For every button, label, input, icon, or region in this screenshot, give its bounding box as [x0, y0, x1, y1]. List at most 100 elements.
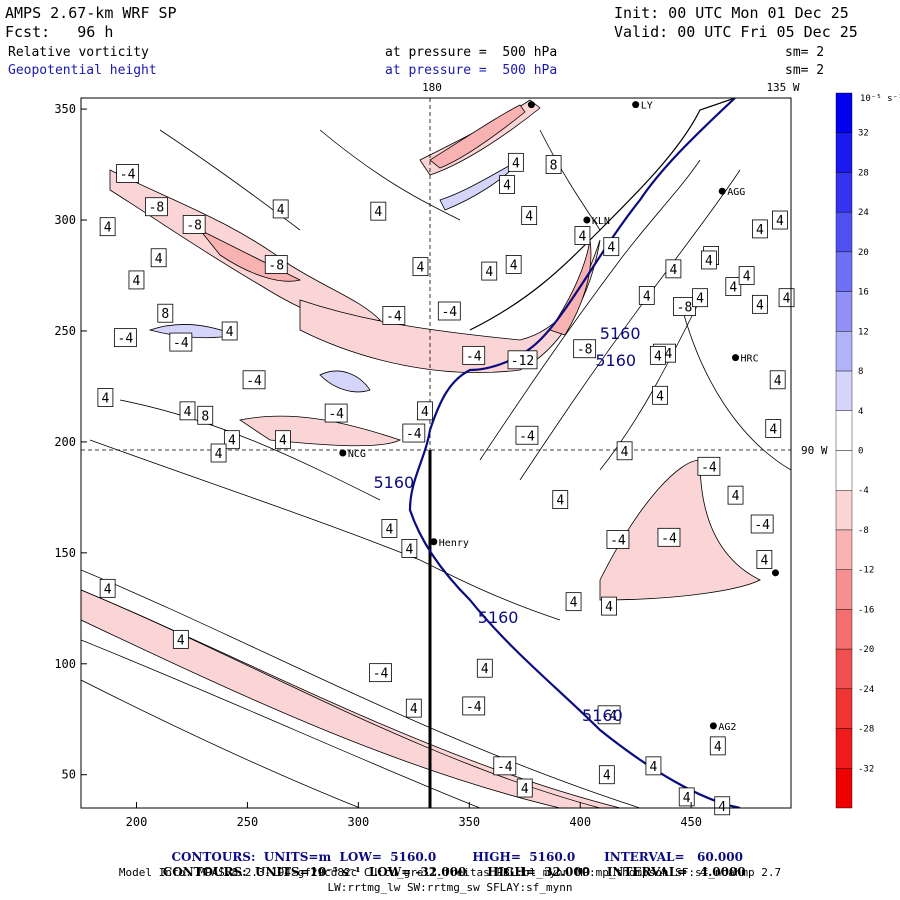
y-tick-label: 150 — [54, 546, 76, 560]
svg-text:-4: -4 — [754, 518, 770, 533]
vorticity-label: 4 — [601, 596, 617, 616]
vorticity-label: 4 — [499, 175, 515, 194]
vorticity-label: -4 — [462, 345, 486, 365]
height-label: 5160 — [595, 351, 636, 370]
svg-text:4: 4 — [101, 392, 109, 407]
vorticity-label: 4 — [210, 443, 227, 463]
vorticity-label: -4 — [116, 164, 139, 183]
forecast-hour: Fcst: 96 h — [5, 23, 114, 41]
svg-text:4: 4 — [277, 203, 285, 218]
station-label: NCG — [348, 449, 366, 460]
vorticity-label: 4 — [778, 288, 795, 308]
svg-text:4: 4 — [104, 221, 112, 236]
x-tick-label: 250 — [237, 815, 259, 829]
footer-radiation-info: LW:rrtmg_lw SW:rrtmg_sw SFLAY:sf_mynn — [327, 881, 573, 894]
svg-text:4: 4 — [421, 405, 429, 420]
footer-vort-high: HIGH= 32.000 — [487, 865, 591, 879]
colorbar-swatch — [835, 132, 853, 173]
svg-text:4: 4 — [696, 292, 704, 307]
lon-180-label: 180 — [422, 81, 442, 94]
height-label: 5160 — [478, 608, 519, 627]
model-title: AMPS 2.67-km WRF SP — [5, 4, 177, 22]
svg-text:4: 4 — [579, 230, 587, 245]
colorbar-tick-label: 32 — [858, 129, 869, 139]
footer-model-info: Model Info: MPASv8.2.3-194-gf29cd82c CU:… — [118, 866, 782, 879]
vorticity-label: -4 — [382, 306, 406, 325]
lon-135w-label: 135 W — [766, 81, 799, 94]
y-tick-label: 300 — [54, 213, 76, 227]
svg-text:-4: -4 — [120, 167, 136, 182]
svg-text:4: 4 — [705, 254, 713, 269]
vorticity-label: -12 — [507, 350, 538, 370]
vorticity-label: 4 — [765, 419, 782, 438]
svg-text:4: 4 — [729, 281, 737, 296]
svg-text:4: 4 — [783, 292, 791, 307]
vorticity-label: 4 — [172, 629, 189, 649]
colorbar-swatch — [835, 450, 853, 491]
field1-name: Relative vorticity — [8, 45, 149, 60]
vorticity-label: 4 — [649, 345, 666, 365]
vorticity-label: 4 — [678, 787, 695, 807]
height-label: 5160 — [582, 706, 623, 725]
svg-text:4: 4 — [683, 791, 691, 806]
svg-text:-8: -8 — [268, 258, 284, 273]
vorticity-label: 4 — [412, 257, 429, 277]
vorticity-label: 4 — [701, 250, 717, 270]
vorticity-label: -4 — [597, 705, 621, 725]
svg-text:4: 4 — [525, 210, 533, 225]
station-marker: NCG — [339, 449, 366, 460]
colorbar-swatch — [835, 490, 853, 531]
geopotential-5160-contour — [408, 98, 741, 808]
vorticity-label: 4 — [725, 277, 742, 296]
station-marker: AG2 — [709, 722, 736, 733]
y-tick-label: 250 — [54, 324, 76, 338]
svg-text:4: 4 — [776, 214, 784, 229]
svg-text:-4: -4 — [386, 309, 402, 324]
vorticity-label: -8 — [264, 255, 288, 274]
svg-text:4: 4 — [756, 223, 764, 238]
vorticity-label: 4 — [417, 401, 433, 421]
height-label: 5160 — [373, 473, 414, 492]
x-tick-label: 450 — [680, 815, 702, 829]
footer-height-interval: INTERVAL= 60.000 — [604, 850, 743, 864]
colorbar-swatch — [835, 529, 853, 570]
station-marker: AGG — [718, 187, 745, 198]
svg-text:4: 4 — [743, 270, 751, 285]
svg-text:-8: -8 — [186, 218, 202, 233]
vorticity-label: 4 — [505, 255, 522, 274]
vorticity-label: 4 — [692, 288, 708, 308]
svg-text:8: 8 — [161, 307, 169, 322]
svg-text:4: 4 — [732, 489, 740, 504]
vorticity-label: -4 — [113, 328, 137, 348]
vorticity-label: -4 — [462, 696, 486, 716]
svg-text:4: 4 — [481, 662, 489, 677]
svg-text:-4: -4 — [601, 709, 617, 724]
vorticity-label: 4 — [752, 219, 768, 239]
svg-text:4: 4 — [510, 258, 518, 273]
vorticity-label: -8 — [673, 297, 696, 316]
svg-text:4: 4 — [485, 265, 493, 280]
vorticity-label: -4 — [437, 301, 461, 321]
station-label: Henry — [439, 538, 469, 549]
vorticity-label: 4 — [752, 294, 768, 314]
svg-text:4: 4 — [417, 261, 425, 276]
svg-text:4: 4 — [215, 447, 223, 462]
footer-height-low: CONTOURS: UNITS=m LOW= 5160.0 — [171, 850, 437, 864]
colorbar-tick-label: 4 — [858, 407, 863, 417]
colorbar-tick-label: -20 — [858, 645, 874, 655]
svg-text:4: 4 — [374, 205, 382, 220]
svg-text:4: 4 — [228, 434, 236, 449]
vorticity-label: 4 — [507, 152, 524, 172]
vorticity-label: 4 — [272, 199, 289, 219]
y-axis: 50 100 150 200 250 300 350 — [54, 102, 87, 782]
colorbar-swatch — [835, 768, 853, 809]
height-label: 5160 — [600, 324, 641, 343]
field2-level: at pressure = 500 hPa — [385, 63, 558, 78]
svg-text:-4: -4 — [406, 427, 422, 442]
colorbar-swatch — [835, 92, 853, 133]
svg-text:-4: -4 — [466, 700, 482, 715]
vorticity-label: 4 — [772, 210, 788, 230]
footer-vort-interval: INTERVAL= 4.0000 — [606, 865, 746, 879]
svg-text:4: 4 — [714, 740, 722, 755]
station-label: HRC — [741, 354, 759, 365]
